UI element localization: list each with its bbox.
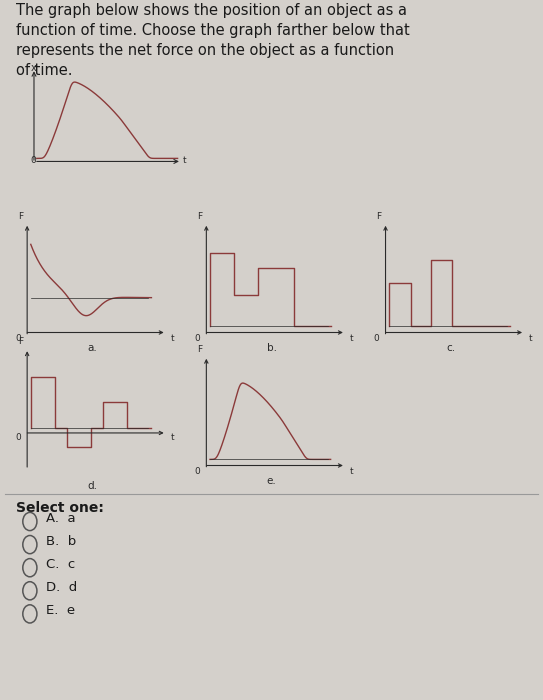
Text: 0: 0 — [194, 334, 200, 343]
Text: 0: 0 — [30, 156, 36, 165]
Text: F: F — [18, 212, 23, 221]
Text: e.: e. — [267, 476, 276, 486]
Text: C.  c: C. c — [46, 558, 75, 571]
Text: a.: a. — [87, 343, 97, 353]
Text: t: t — [529, 334, 533, 343]
Text: t: t — [171, 334, 174, 343]
Text: t: t — [350, 467, 353, 476]
Text: D.  d: D. d — [46, 581, 78, 594]
Text: c.: c. — [446, 343, 455, 353]
Text: 0: 0 — [15, 433, 21, 442]
Text: t: t — [183, 156, 187, 165]
Text: 0: 0 — [15, 334, 21, 343]
Text: b.: b. — [267, 343, 276, 353]
Text: A.  a: A. a — [46, 512, 76, 525]
Text: x: x — [31, 62, 37, 73]
Text: The graph below shows the position of an object as a
function of time. Choose th: The graph below shows the position of an… — [16, 4, 410, 78]
Text: B.  b: B. b — [46, 535, 77, 548]
Text: 0: 0 — [194, 467, 200, 476]
Text: 0: 0 — [374, 334, 379, 343]
Text: F: F — [197, 212, 203, 221]
Text: t: t — [350, 334, 353, 343]
Text: F: F — [197, 345, 203, 354]
Text: Select one:: Select one: — [16, 500, 104, 514]
Text: E.  e: E. e — [46, 604, 75, 617]
Text: F: F — [376, 212, 382, 221]
Text: F: F — [18, 337, 23, 346]
Text: t: t — [171, 433, 174, 442]
Text: d.: d. — [87, 482, 97, 491]
